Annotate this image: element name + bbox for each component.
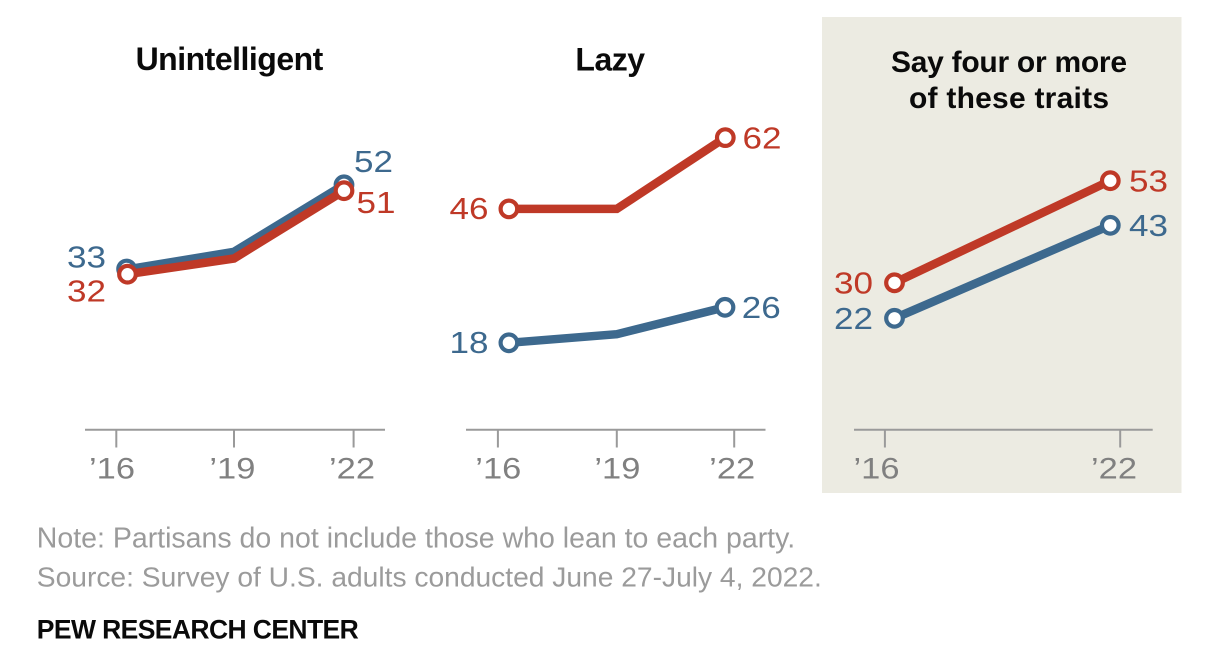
svg-text:43: 43 — [1129, 208, 1168, 243]
svg-text:’22: ’22 — [709, 453, 755, 486]
svg-text:Note: Partisans do not include: Note: Partisans do not include those who… — [37, 523, 795, 555]
svg-text:of these traits: of these traits — [909, 82, 1109, 115]
svg-text:’16: ’16 — [854, 453, 900, 486]
svg-text:53: 53 — [1129, 163, 1168, 198]
svg-text:Say four or more: Say four or more — [891, 46, 1127, 79]
svg-text:’19: ’19 — [209, 453, 255, 486]
svg-text:18: 18 — [450, 325, 489, 360]
svg-text:’19: ’19 — [594, 453, 640, 486]
svg-text:’22: ’22 — [1091, 453, 1137, 486]
svg-text:PEW RESEARCH CENTER: PEW RESEARCH CENTER — [37, 614, 359, 644]
svg-text:33: 33 — [67, 240, 106, 275]
svg-text:22: 22 — [834, 301, 873, 336]
svg-text:62: 62 — [743, 121, 782, 156]
svg-text:’16: ’16 — [89, 453, 135, 486]
svg-text:Source: Survey of U.S. adults: Source: Survey of U.S. adults conducted … — [37, 561, 822, 593]
svg-text:51: 51 — [357, 185, 396, 220]
svg-text:Unintelligent: Unintelligent — [136, 41, 324, 77]
svg-text:’16: ’16 — [475, 453, 521, 486]
svg-text:26: 26 — [742, 290, 781, 325]
svg-text:Lazy: Lazy — [575, 41, 645, 77]
svg-text:46: 46 — [450, 191, 489, 226]
svg-text:’22: ’22 — [329, 453, 375, 486]
svg-text:52: 52 — [354, 144, 393, 179]
svg-text:32: 32 — [67, 274, 106, 309]
svg-text:30: 30 — [834, 266, 873, 301]
